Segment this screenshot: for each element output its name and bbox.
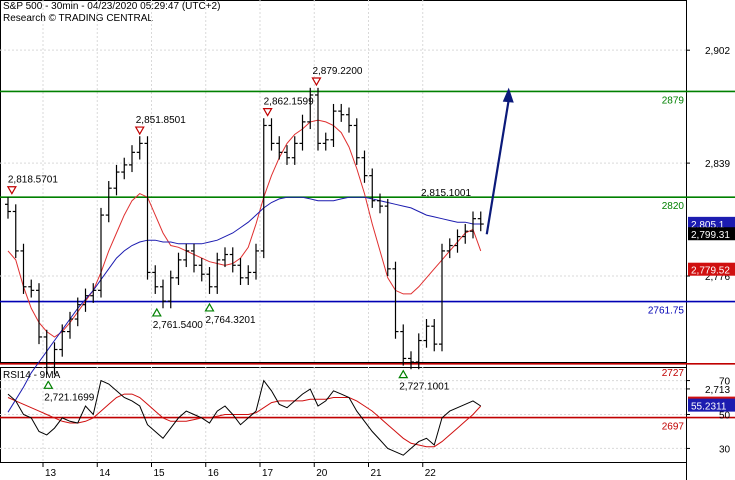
forecast-arrow-head bbox=[502, 87, 514, 103]
level-label: 2697 bbox=[662, 422, 685, 433]
pivot-label: 2,727.1001 bbox=[399, 382, 449, 393]
pivot-low-marker bbox=[43, 380, 54, 389]
price-badge-label: 2,779.52 bbox=[691, 266, 730, 277]
pivot-label: 2,721.1699 bbox=[44, 392, 94, 403]
pivot-high-marker bbox=[134, 126, 145, 136]
pivot-label: 2,851.8501 bbox=[136, 115, 186, 126]
pivot-label: 2,815.1001 bbox=[421, 188, 471, 199]
level-label: 2879 bbox=[662, 95, 685, 106]
x-tick-label: 16 bbox=[208, 468, 220, 479]
level-label: 2727 bbox=[662, 368, 685, 379]
main-plot-frame bbox=[0, 0, 687, 363]
price-badge-label: 2,805.1 bbox=[691, 220, 725, 231]
x-tick-label: 21 bbox=[371, 468, 383, 479]
rsi-tick-label: 70 bbox=[719, 377, 731, 388]
pivot-label: 2,879.2200 bbox=[312, 66, 362, 77]
rsi-title: RSI14 - 9MA bbox=[3, 370, 61, 381]
chart-title: S&P 500 - 30min - 04/23/2020 05:29:47 (U… bbox=[3, 1, 221, 12]
rsi-badge-bg bbox=[688, 398, 735, 412]
price-badge-bg bbox=[688, 262, 735, 276]
series-line-ma_fast bbox=[7, 119, 482, 338]
pivot-high-marker bbox=[6, 186, 17, 195]
x-tick-label: 22 bbox=[425, 468, 437, 479]
pivot-low-marker bbox=[398, 369, 409, 379]
rsi-tick-label: 50 bbox=[719, 411, 731, 422]
y-tick-label: 2,902 bbox=[705, 46, 730, 57]
level-label: 2820 bbox=[662, 201, 685, 212]
x-tick-label: 13 bbox=[45, 468, 57, 479]
pivot-high-marker bbox=[262, 107, 273, 117]
price-badge-bg bbox=[688, 216, 735, 230]
forecast-arrow-shaft bbox=[485, 99, 510, 235]
x-tick-label: 20 bbox=[316, 468, 328, 479]
level-label: 2761.75 bbox=[648, 306, 685, 317]
pivot-low-marker bbox=[204, 302, 215, 312]
price-badge-label: 2,799.31 bbox=[691, 230, 730, 241]
x-tick-label: 15 bbox=[154, 468, 166, 479]
y-tick-label: 2,713 bbox=[705, 385, 730, 396]
pivot-low-marker bbox=[151, 307, 162, 317]
rsi-badge-label: 55.2311 bbox=[691, 402, 727, 413]
y-tick-label: 2,776 bbox=[705, 272, 730, 283]
rsi-tick-label: 30 bbox=[719, 444, 731, 455]
pivot-label: 2,764.3201 bbox=[206, 315, 256, 326]
x-tick-label: 17 bbox=[262, 468, 274, 479]
pivot-label: 2,862.1599 bbox=[264, 97, 314, 108]
pivot-label: 2,761.5400 bbox=[153, 320, 203, 331]
pivot-high-marker bbox=[311, 77, 322, 87]
price-badge-bg bbox=[688, 227, 735, 241]
series-line-ma_slow bbox=[7, 196, 481, 413]
chart-source: Research © TRADING CENTRAL bbox=[3, 13, 153, 24]
y-tick-label: 2,839 bbox=[705, 159, 730, 170]
rsi-ma-line bbox=[7, 393, 482, 448]
rsi-line bbox=[7, 379, 482, 456]
pivot-label: 2,818.5701 bbox=[8, 175, 58, 186]
x-tick-label: 14 bbox=[99, 468, 111, 479]
